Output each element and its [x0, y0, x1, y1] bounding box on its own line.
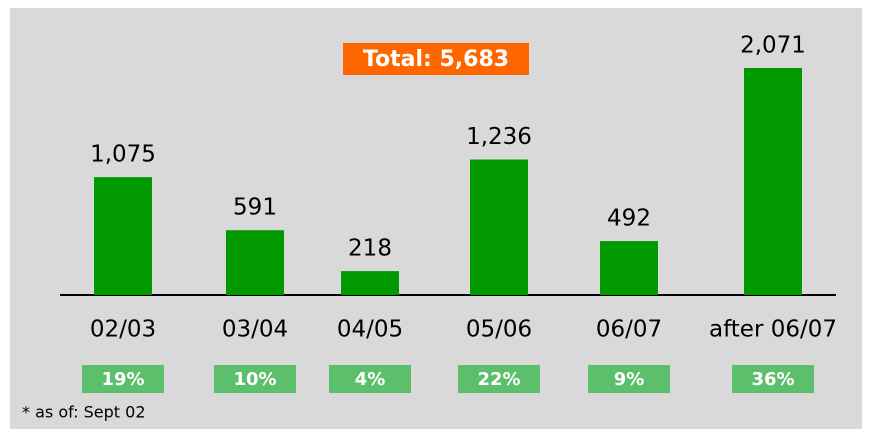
bar [341, 271, 399, 295]
bar [744, 68, 802, 295]
share-label: 19% [101, 369, 144, 390]
total-label: Total: 5,683 [363, 47, 509, 72]
bar [470, 159, 528, 295]
bar [94, 177, 152, 295]
share-box [588, 365, 670, 393]
value-label: 492 [607, 206, 651, 232]
share-box [732, 365, 814, 393]
total-box [343, 43, 529, 75]
bar [226, 230, 284, 295]
share-label: 36% [751, 369, 794, 390]
value-label: 2,071 [740, 33, 806, 59]
share-label: 9% [614, 369, 645, 390]
share-label: 4% [355, 369, 386, 390]
value-label: 1,236 [466, 124, 532, 150]
share-box [214, 365, 296, 393]
value-label: 1,075 [90, 142, 156, 168]
share-box [329, 365, 411, 393]
category-label: 04/05 [337, 317, 403, 343]
share-box [458, 365, 540, 393]
share-label: 22% [477, 369, 520, 390]
share-label: 10% [233, 369, 276, 390]
footnote: * as of: Sept 02 [22, 403, 146, 422]
share-box [82, 365, 164, 393]
category-label: 02/03 [90, 317, 156, 343]
category-label: after 06/07 [709, 317, 837, 343]
category-label: 05/06 [466, 317, 532, 343]
value-label: 591 [233, 195, 277, 221]
category-label: 03/04 [222, 317, 288, 343]
category-label: 06/07 [596, 317, 662, 343]
bar [600, 241, 658, 295]
value-label: 218 [348, 236, 392, 262]
